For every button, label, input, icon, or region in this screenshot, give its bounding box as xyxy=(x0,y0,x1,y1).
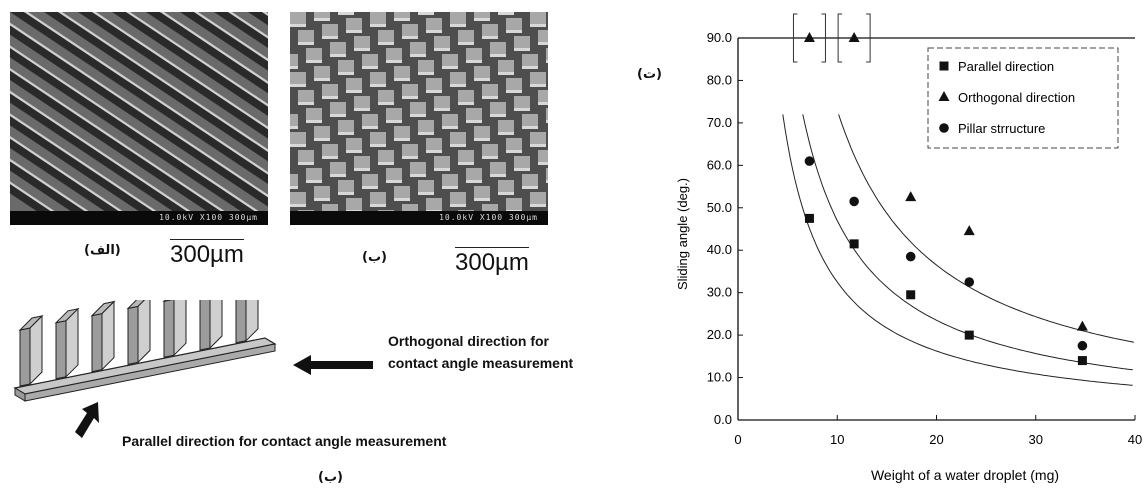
y-tick-label: 60.0 xyxy=(707,157,732,172)
y-tick-label: 0.0 xyxy=(714,412,732,427)
x-tick-label: 20 xyxy=(929,432,943,447)
data-point-circle xyxy=(964,277,975,287)
data-point-square xyxy=(964,330,974,340)
data-point-triangle xyxy=(963,225,975,236)
data-point-triangle xyxy=(803,32,815,42)
legend-label: Pillar strructure xyxy=(958,121,1045,136)
data-point-triangle xyxy=(1076,320,1088,331)
data-point-triangle xyxy=(848,32,860,42)
data-point-circle xyxy=(804,156,815,166)
parallel-arrow xyxy=(75,402,99,438)
pillar-pattern xyxy=(290,12,548,225)
scale-bar-b: 300µm xyxy=(455,247,529,277)
scale-bar-a: 300µm xyxy=(170,239,244,269)
fit-curve-3 xyxy=(838,114,1134,343)
off-scale-bracket xyxy=(837,13,871,63)
y-tick-label: 50.0 xyxy=(707,200,732,215)
y-tick-label: 70.0 xyxy=(707,115,732,130)
data-point-circle xyxy=(1077,340,1088,351)
scale-label-b: 300µm xyxy=(455,249,529,276)
groove-schematic xyxy=(13,300,277,402)
data-point-square xyxy=(906,290,916,300)
x-tick-label: 40 xyxy=(1128,432,1142,447)
legend-marker-triangle xyxy=(938,91,950,101)
data-point-square xyxy=(804,213,814,223)
y-tick-label: 40.0 xyxy=(707,242,732,257)
x-tick-label: 30 xyxy=(1029,432,1043,447)
orthogonal-label-line1: Orthogonal direction for xyxy=(388,333,549,349)
sem-image-grooves: 10.0kV X100 300µm xyxy=(10,12,268,225)
panel-a-label: (الف) xyxy=(84,243,121,258)
legend-marker-square xyxy=(939,61,949,71)
panel-b-label: (ب) xyxy=(362,250,387,265)
x-tick-label: 0 xyxy=(734,432,741,447)
fit-curve-1 xyxy=(782,114,1133,386)
legend-label: Orthogonal direction xyxy=(958,90,1075,105)
data-point-circle xyxy=(905,251,916,262)
scale-label-a: 300µm xyxy=(170,241,244,268)
y-tick-label: 10.0 xyxy=(707,370,732,385)
data-point-square xyxy=(849,239,859,249)
data-point-triangle xyxy=(905,191,917,202)
sem-image-pillars: 10.0kV X100 300µm xyxy=(290,12,548,225)
data-point-circle xyxy=(849,196,859,207)
parallel-label: Parallel direction for contact angle mea… xyxy=(122,433,447,449)
x-tick-label: 10 xyxy=(830,432,844,447)
sliding-angle-chart: 0.0 10.0 20.0 30.0 40.0 50.0 60.0 70.0 80.0 90.0 0… xyxy=(675,13,1142,483)
y-axis-label: Sliding angle (deg.) xyxy=(675,178,690,290)
groove-pattern xyxy=(10,12,268,225)
y-tick-label: 80.0 xyxy=(707,72,732,87)
y-tick-label: 90.0 xyxy=(707,30,732,45)
sem-info-bar-b: 10.0kV X100 300µm xyxy=(290,211,548,225)
y-tick-label: 30.0 xyxy=(707,285,732,300)
data-point-square xyxy=(1077,356,1087,366)
legend-marker-circle xyxy=(939,123,949,133)
y-tick-label: 20.0 xyxy=(707,327,732,342)
panel-d-label: (ت) xyxy=(637,67,662,82)
orthogonal-label-line2: contact angle measurement xyxy=(388,355,574,371)
legend-label: Parallel direction xyxy=(958,59,1054,74)
off-scale-bracket xyxy=(792,13,826,63)
sem-info-bar-a: 10.0kV X100 300µm xyxy=(10,211,268,225)
panel-c-label: (ب) xyxy=(318,470,343,485)
legend-box xyxy=(927,47,1119,149)
x-axis-label: Weight of a water droplet (mg) xyxy=(871,467,1059,483)
orthogonal-arrow xyxy=(293,355,373,375)
